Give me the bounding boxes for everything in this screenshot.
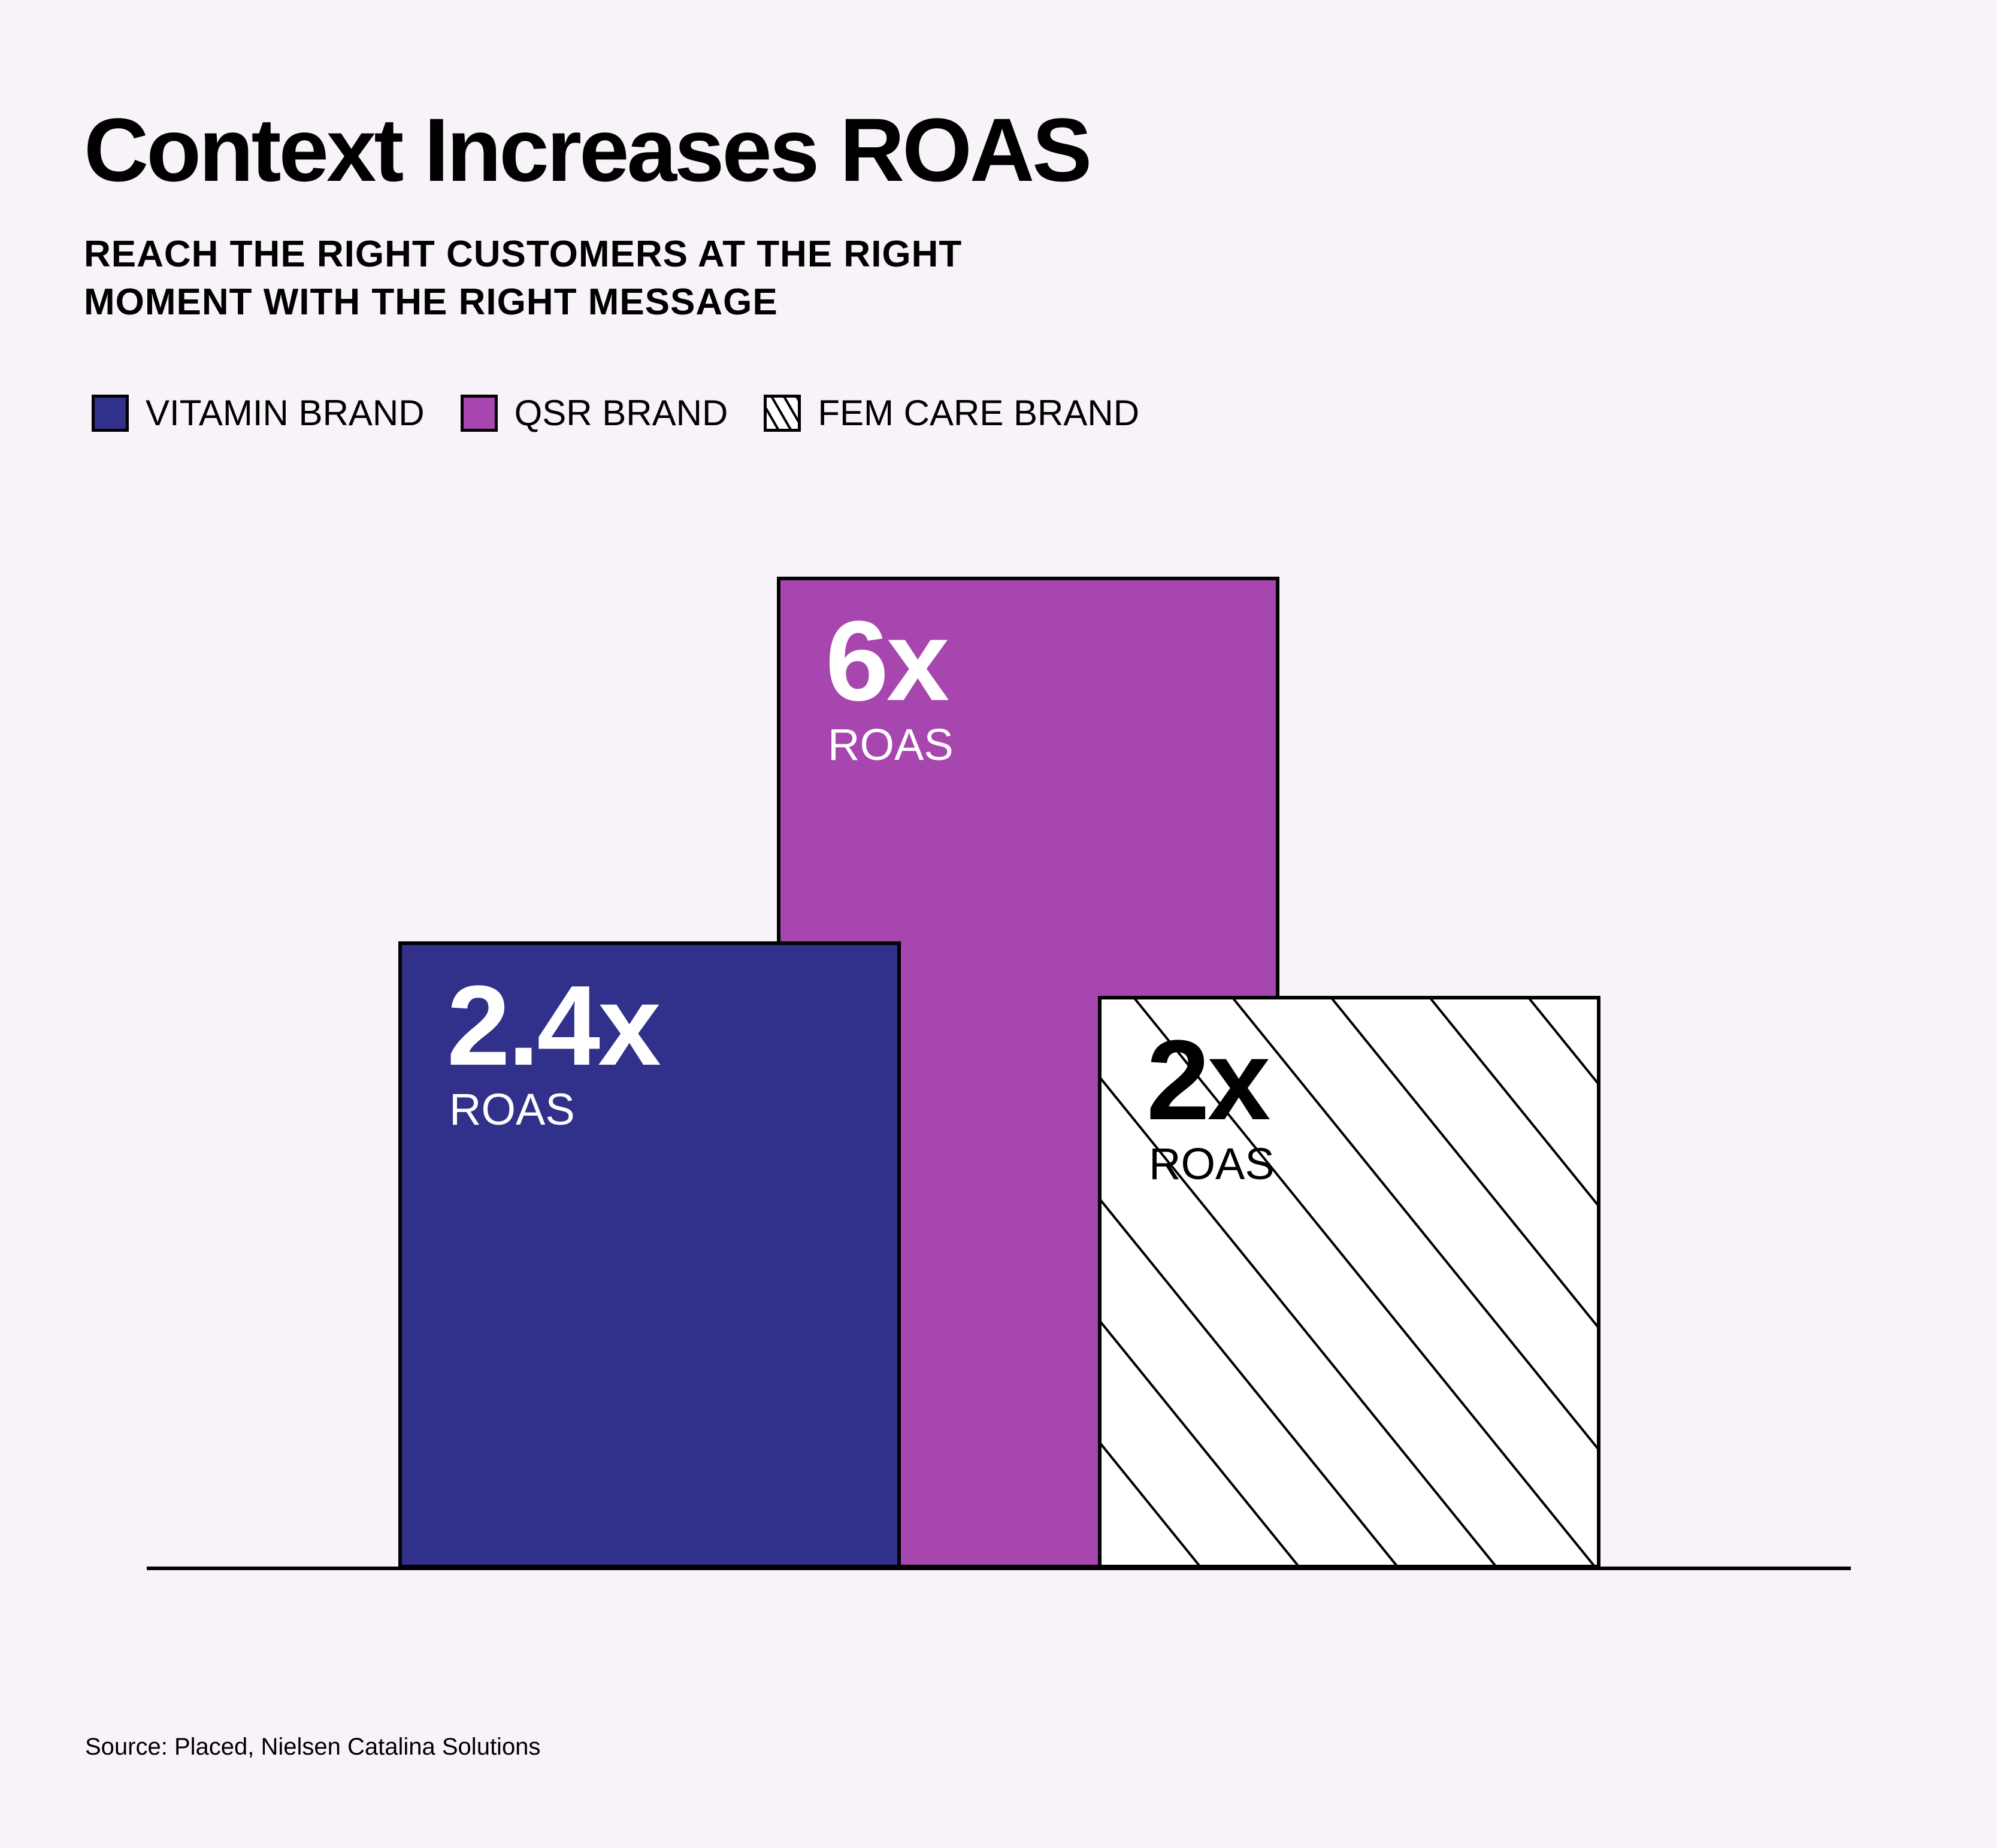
legend-item-fem-care: FEM CARE BRAND: [764, 392, 1139, 434]
bar-value-label: 2.4x: [447, 962, 661, 1089]
legend-label: VITAMIN BRAND: [146, 393, 425, 433]
subtitle-line: MOMENT WITH THE RIGHT MESSAGE: [84, 281, 778, 323]
bar-vitamin-brand: 2.4x ROAS: [398, 941, 901, 1568]
legend-swatch-fem-care: [764, 394, 801, 432]
legend-swatch-vitamin: [92, 394, 129, 432]
bar-unit-label: ROAS: [828, 720, 954, 770]
bar-fem-care-brand: 2x ROAS: [1098, 996, 1600, 1568]
legend-label: FEM CARE BRAND: [818, 393, 1140, 433]
bar-value-label: 6x: [825, 598, 949, 725]
bar-value-label: 2x: [1146, 1017, 1270, 1144]
legend-label: QSR BRAND: [514, 393, 728, 433]
x-axis-baseline: [147, 1567, 1851, 1570]
source-note: Source: Placed, Nielsen Catalina Solutio…: [85, 1734, 541, 1760]
bar-unit-label: ROAS: [1149, 1139, 1275, 1189]
subtitle-line: REACH THE RIGHT CUSTOMERS AT THE RIGHT: [84, 234, 963, 275]
legend-item-qsr: QSR BRAND: [460, 392, 728, 434]
chart-subtitle: REACH THE RIGHT CUSTOMERS AT THE RIGHT M…: [84, 231, 962, 326]
legend: VITAMIN BRAND QSR BRAND FEM CARE BRAND: [92, 392, 1175, 434]
legend-item-vitamin: VITAMIN BRAND: [92, 392, 425, 434]
legend-swatch-qsr: [460, 394, 498, 432]
bar-unit-label: ROAS: [449, 1084, 575, 1134]
chart-title: Context Increases ROAS: [84, 99, 1092, 200]
